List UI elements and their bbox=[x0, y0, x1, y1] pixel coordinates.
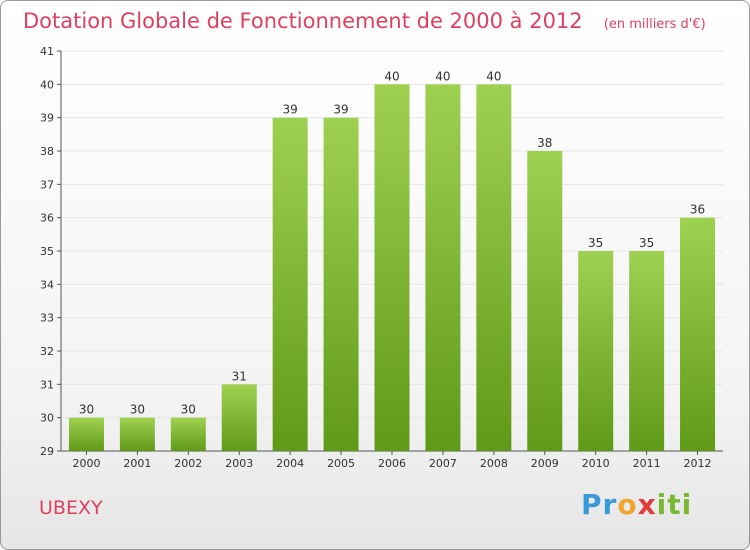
y-tick-label: 35 bbox=[40, 245, 54, 258]
bar-2007 bbox=[425, 84, 461, 451]
chart-title: Dotation Globale de Fonctionnement de 20… bbox=[23, 9, 583, 33]
data-label: 36 bbox=[690, 203, 705, 217]
data-label: 40 bbox=[384, 69, 399, 83]
bar-2012 bbox=[680, 217, 716, 451]
chart-subtitle: (en milliers d'€) bbox=[603, 17, 706, 32]
title-row: Dotation Globale de Fonctionnement de 20… bbox=[23, 9, 706, 33]
y-tick-label: 40 bbox=[40, 78, 54, 91]
logo-part-2: o bbox=[617, 488, 638, 521]
x-tick-label: 2007 bbox=[429, 457, 457, 470]
y-tick-label: 39 bbox=[40, 112, 54, 125]
x-tick-label: 2003 bbox=[225, 457, 253, 470]
x-tick-label: 2004 bbox=[276, 457, 304, 470]
bar-2010 bbox=[578, 251, 614, 451]
bar-2002 bbox=[170, 417, 206, 451]
bar-2001 bbox=[119, 417, 155, 451]
logo-part-1: Pr bbox=[581, 488, 618, 521]
logo-part-3: x bbox=[637, 488, 657, 521]
y-tick-label: 41 bbox=[40, 45, 54, 58]
x-tick-label: 2009 bbox=[531, 457, 559, 470]
bar-2004 bbox=[272, 117, 308, 452]
y-tick-label: 34 bbox=[40, 278, 54, 291]
x-tick-label: 2012 bbox=[684, 457, 712, 470]
proxiti-logo: Proxiti bbox=[581, 488, 692, 521]
data-label: 35 bbox=[588, 236, 603, 250]
x-tick-label: 2006 bbox=[378, 457, 406, 470]
bar-2009 bbox=[527, 151, 563, 451]
data-label: 31 bbox=[232, 369, 247, 383]
data-label: 40 bbox=[486, 69, 501, 83]
x-tick-label: 2002 bbox=[174, 457, 202, 470]
bar-2006 bbox=[374, 84, 410, 451]
bar-2003 bbox=[221, 384, 257, 451]
bar-2000 bbox=[68, 417, 104, 451]
data-label: 39 bbox=[333, 103, 348, 117]
y-tick-label: 32 bbox=[40, 345, 54, 358]
logo-part-4: iti bbox=[656, 488, 693, 521]
data-label: 30 bbox=[130, 403, 145, 417]
data-label: 39 bbox=[283, 103, 298, 117]
data-label: 38 bbox=[537, 136, 552, 150]
bar-chart: 29 30 31 32 33 34 35 36 37 38 39 40 41 30 2000 30 2001 30… bbox=[40, 45, 723, 470]
x-tick-label: 2008 bbox=[480, 457, 508, 470]
y-tick-label: 36 bbox=[40, 212, 54, 225]
bar-2005 bbox=[323, 117, 359, 452]
y-tick-label: 30 bbox=[40, 412, 54, 425]
y-tick-label: 29 bbox=[40, 445, 54, 458]
commune-name: UBEXY bbox=[39, 497, 103, 519]
bar-2011 bbox=[629, 251, 665, 451]
y-tick-label: 33 bbox=[40, 312, 54, 325]
x-tick-label: 2011 bbox=[633, 457, 661, 470]
bar-2008 bbox=[476, 84, 512, 451]
y-tick-label: 37 bbox=[40, 178, 54, 191]
y-tick-label: 38 bbox=[40, 145, 54, 158]
x-tick-label: 2010 bbox=[582, 457, 610, 470]
data-label: 30 bbox=[181, 403, 196, 417]
x-tick-label: 2001 bbox=[123, 457, 151, 470]
data-label: 40 bbox=[435, 69, 450, 83]
data-label: 35 bbox=[639, 236, 654, 250]
x-tick-label: 2000 bbox=[72, 457, 100, 470]
x-tick-label: 2005 bbox=[327, 457, 355, 470]
data-label: 30 bbox=[79, 403, 94, 417]
y-tick-label: 31 bbox=[40, 378, 54, 391]
